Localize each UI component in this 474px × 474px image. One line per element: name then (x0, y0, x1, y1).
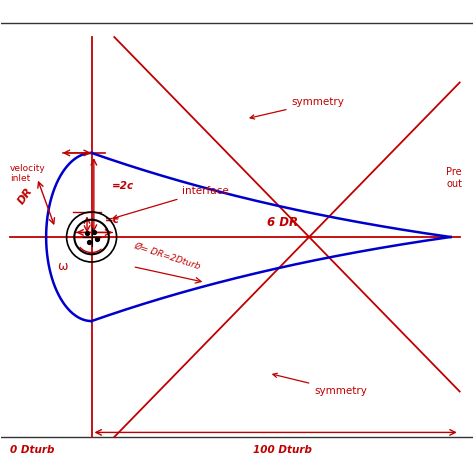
Text: ω: ω (57, 260, 67, 273)
Text: interface: interface (113, 186, 229, 219)
Text: =2c: =2c (112, 181, 134, 191)
Text: symmetry: symmetry (250, 97, 345, 119)
Text: 100 Dturb: 100 Dturb (253, 445, 312, 455)
Text: Pre
out: Pre out (446, 167, 462, 189)
Text: symmetry: symmetry (273, 373, 367, 396)
Text: velocity
inlet: velocity inlet (10, 164, 46, 183)
Text: 6 DR: 6 DR (267, 216, 298, 228)
Text: 0 Dturb: 0 Dturb (10, 445, 55, 455)
Text: DR: DR (17, 186, 35, 206)
Text: =c: =c (105, 215, 120, 225)
Text: Ø= DR=2Dturb: Ø= DR=2Dturb (132, 241, 201, 271)
